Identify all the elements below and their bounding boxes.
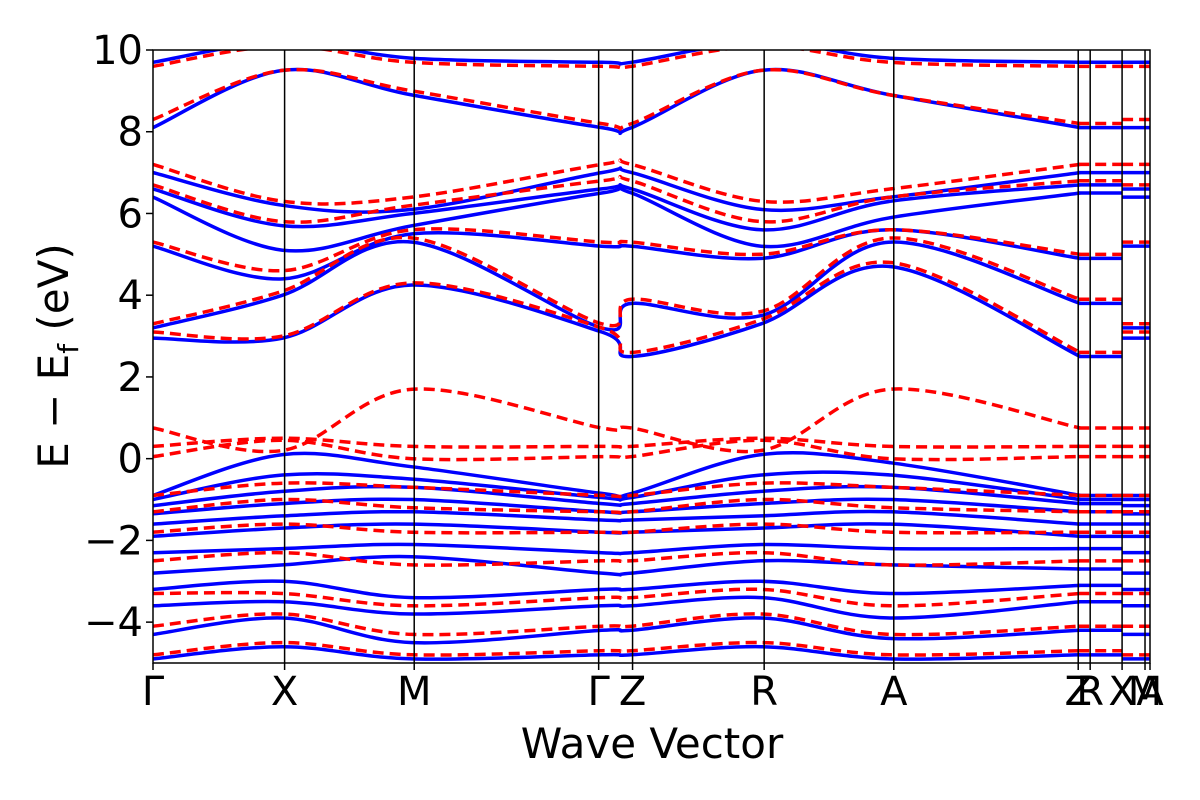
solid-band-line — [153, 644, 1081, 661]
y-axis-label: E − Ef (eV) — [29, 243, 85, 469]
y-axis-label-main: E − E — [29, 354, 78, 469]
x-tick-label: M — [1128, 669, 1163, 715]
x-tick-label: A — [880, 669, 908, 715]
y-axis-ticks: −4 −2 0 2 4 6 8 10 — [84, 28, 153, 646]
y-tick-label: 10 — [92, 28, 143, 74]
dashed-band-series — [153, 50, 1081, 657]
plot-frame — [152, 49, 1151, 664]
x-tick-label: Γ — [588, 669, 611, 715]
solid-band-line — [153, 50, 1081, 66]
solid-band-line — [153, 470, 1081, 502]
x-tick-label: A — [1136, 669, 1164, 715]
solid-band-line — [153, 542, 1081, 556]
dashed-band-line — [153, 481, 1081, 499]
solid-band-line — [153, 616, 1081, 645]
bands-layer — [153, 50, 1150, 661]
dashed-band-line — [153, 158, 1081, 206]
y-axis-label-subscript: f — [52, 343, 85, 354]
dashed-band-line — [153, 640, 1081, 657]
solid-band-line — [153, 579, 1081, 600]
solid-band-line — [153, 509, 1081, 526]
dashed-band-line — [153, 497, 1081, 515]
dashed-band-line — [153, 522, 1081, 535]
x-axis-ticks: Γ X M Γ Z R A ZR XMA — [142, 663, 1164, 715]
y-tick-label: 4 — [118, 273, 143, 319]
dashed-band-line — [153, 260, 1081, 355]
y-tick-label: 0 — [118, 437, 143, 483]
x-tick-label: Z — [619, 669, 646, 715]
y-tick-label: 8 — [118, 110, 143, 156]
x-tick-label: Γ — [142, 669, 165, 715]
x-tick-label: M — [397, 669, 432, 715]
solid-band-line — [153, 239, 1081, 332]
dashed-band-line — [153, 174, 1081, 224]
y-tick-label: 6 — [118, 191, 143, 237]
dashed-band-line — [153, 227, 1081, 273]
x-tick-label: R — [1076, 669, 1104, 715]
x-tick-label: X — [271, 669, 298, 715]
solid-band-line — [153, 595, 1081, 620]
y-tick-label: −4 — [84, 600, 143, 646]
x-tick-label: Z — [1065, 669, 1092, 715]
dashed-band-line — [153, 235, 1081, 328]
k-point-lines — [283, 50, 1146, 663]
dashed-band-line — [153, 387, 1081, 454]
y-axis-label-unit: (eV) — [29, 243, 78, 344]
solid-band-line — [153, 185, 1081, 253]
solid-band-line — [153, 183, 1081, 232]
dashed-band-line — [153, 587, 1081, 608]
dashed-band-line — [153, 550, 1081, 567]
dashed-band-line — [153, 436, 1081, 449]
y-tick-label: 2 — [118, 355, 143, 401]
x-tick-label: R — [750, 669, 778, 715]
x-axis-label: Wave Vector — [521, 719, 784, 768]
y-tick-label: −2 — [84, 518, 143, 564]
x-tick-label: X — [1108, 669, 1135, 715]
dashed-band-line — [153, 67, 1081, 131]
